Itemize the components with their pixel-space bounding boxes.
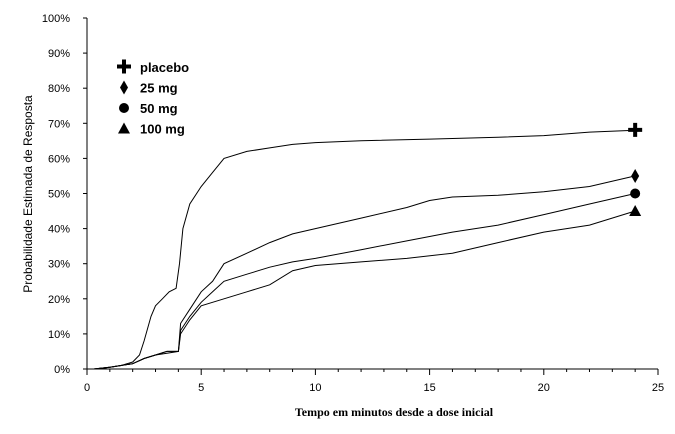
series-end-marker-circle — [630, 188, 641, 199]
y-tick-label: 70% — [48, 118, 70, 130]
x-tick-label: 0 — [84, 382, 90, 394]
legend-label: 50 mg — [140, 101, 178, 116]
legend-marker-diamond — [120, 80, 128, 95]
x-tick-label: 25 — [652, 382, 664, 394]
axis-ticks: 0% 10% 20% 30% 40% 50% 60% 70% 80% 90% 100% 0 5 10 15 2… — [42, 13, 664, 394]
y-tick-label: 30% — [48, 259, 70, 271]
legend-marker-plus — [117, 59, 131, 74]
y-tick-label: 0% — [54, 364, 70, 376]
series-end-markers — [628, 122, 643, 217]
x-tick-label: 5 — [198, 382, 204, 394]
legend-marker-triangle — [118, 122, 130, 134]
y-tick-label: 20% — [48, 294, 70, 306]
y-tick-label: 80% — [48, 83, 70, 95]
series-line-circle — [93, 193, 636, 370]
y-tick-label: 100% — [42, 13, 70, 25]
x-tick-label: 10 — [309, 382, 321, 394]
series-end-marker-plus — [628, 122, 643, 137]
y-tick-label: 60% — [48, 153, 70, 165]
series-lines — [93, 129, 636, 370]
legend-label: placebo — [140, 60, 189, 75]
series-end-marker-triangle — [629, 205, 642, 217]
legend-marker-circle — [119, 103, 129, 113]
y-tick-label: 40% — [48, 224, 70, 236]
y-tick-label: 90% — [48, 48, 70, 60]
y-tick-label: 50% — [48, 189, 70, 201]
x-axis-label: Tempo em minutos desde a dose inicial — [295, 405, 494, 419]
series-line-plus — [93, 129, 636, 370]
series-end-marker-diamond — [631, 168, 640, 183]
x-tick-label: 15 — [423, 382, 435, 394]
legend-label: 100 mg — [140, 122, 185, 137]
x-tick-label: 20 — [538, 382, 550, 394]
y-axis-label: Probabilidade Estimada de Resposta — [21, 95, 35, 293]
series-line-diamond — [93, 175, 636, 370]
legend-label: 25 mg — [140, 81, 178, 96]
series-line-triangle — [93, 210, 636, 370]
y-tick-label: 10% — [48, 329, 70, 341]
legend: placebo 25 mg 50 mg 100 mg — [117, 59, 189, 137]
